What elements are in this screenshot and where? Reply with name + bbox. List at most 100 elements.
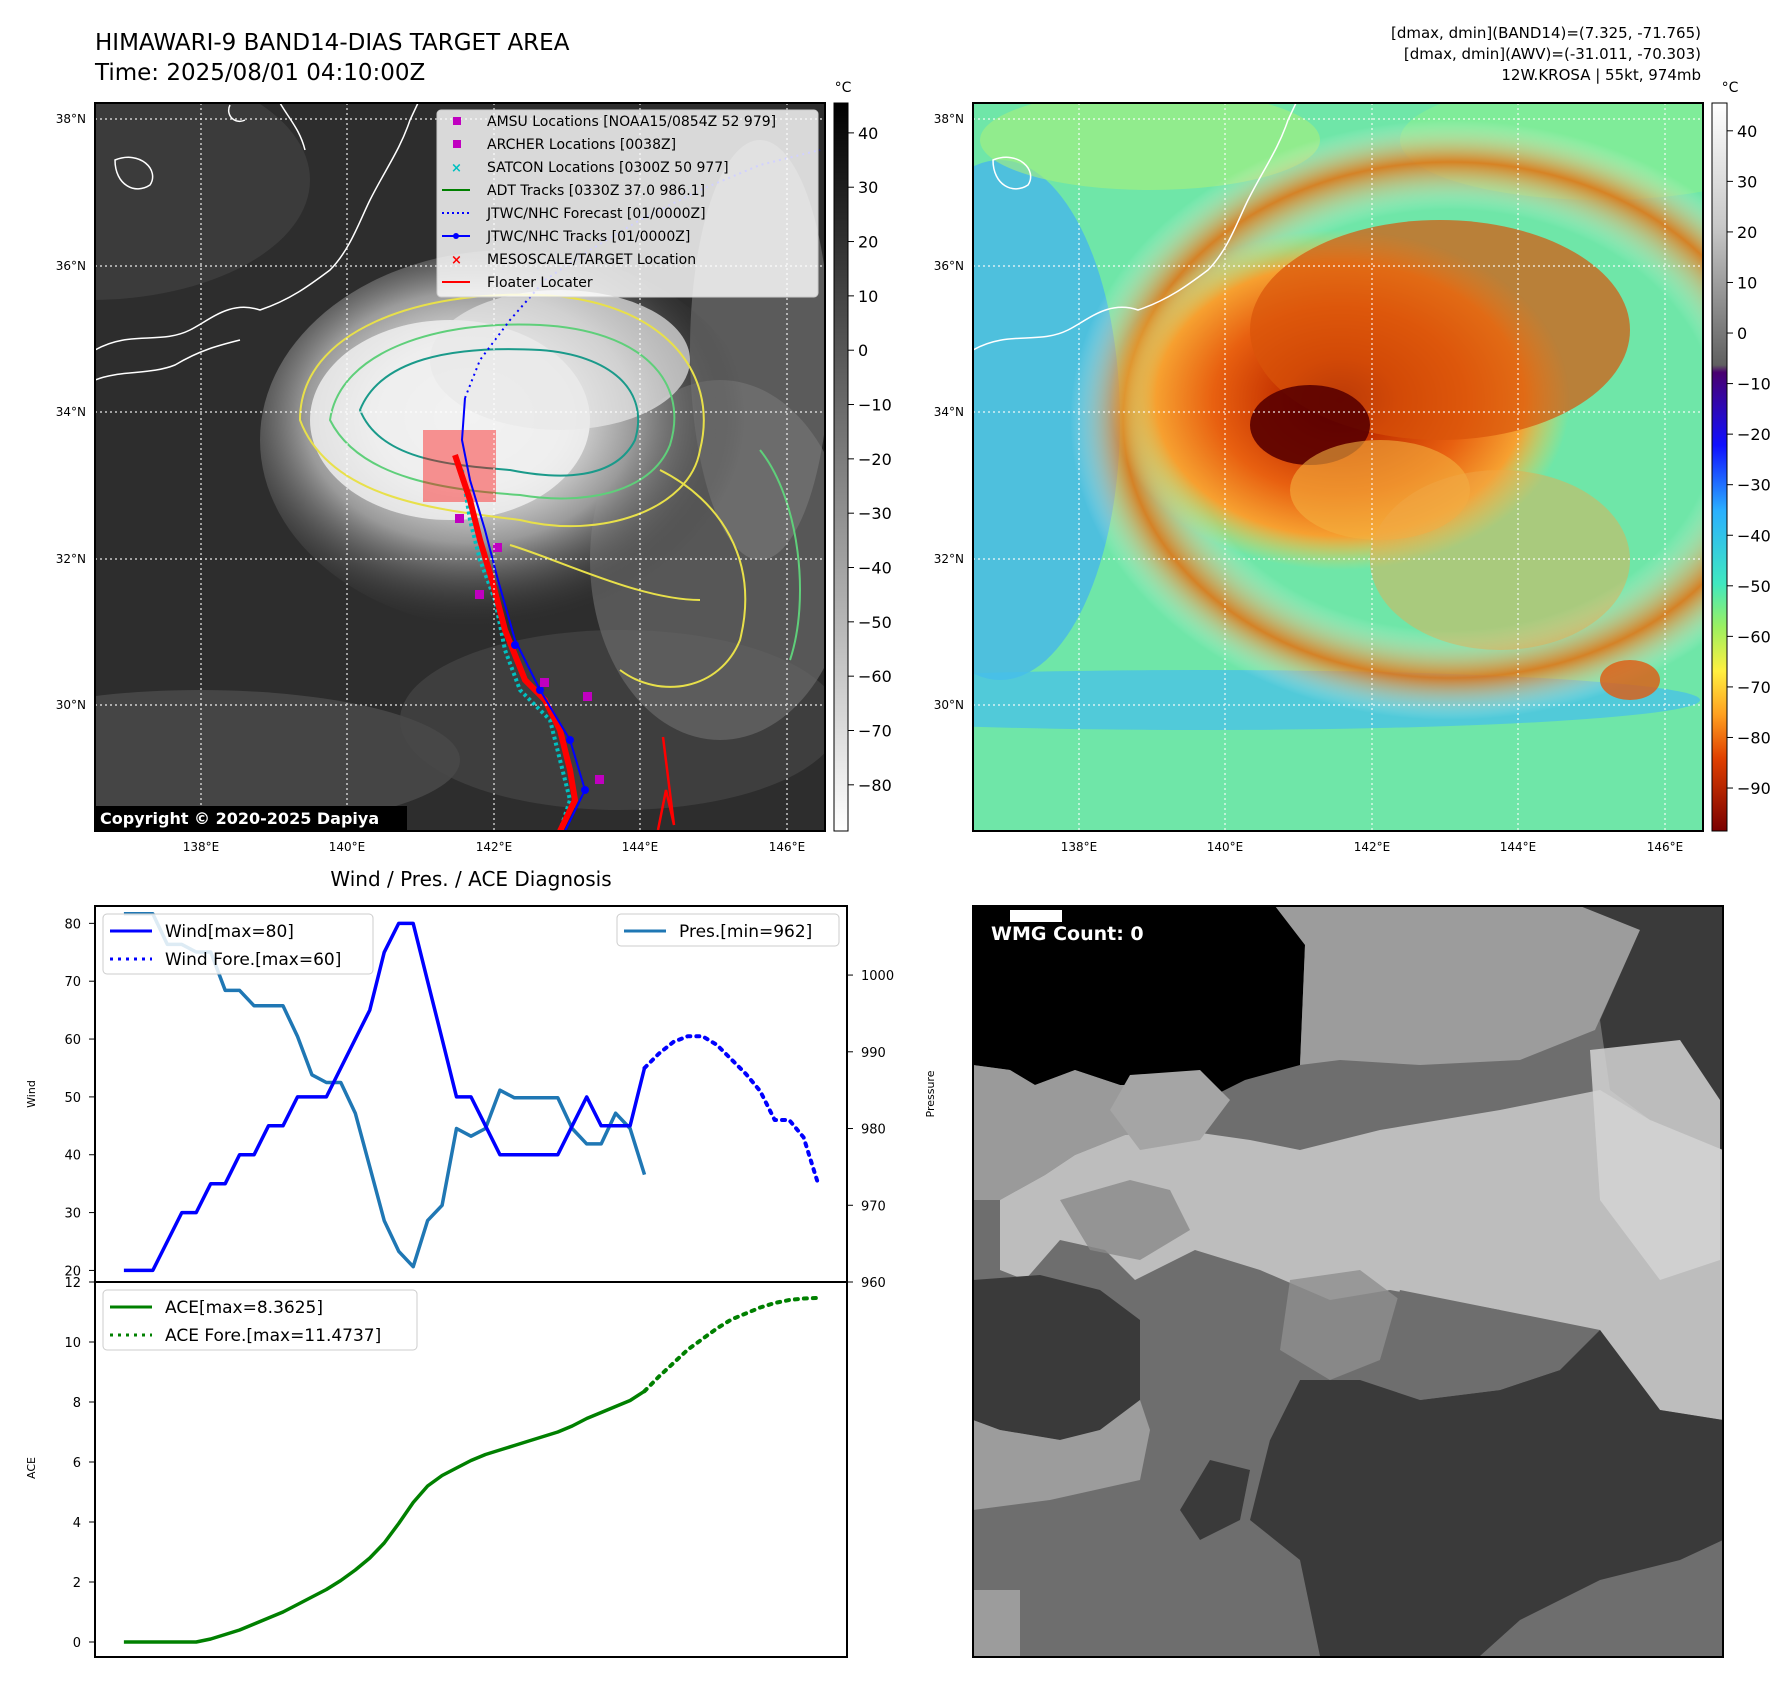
wv-lat-36: 36°N: [934, 259, 964, 273]
wv-colorbar-tick-8: −40: [1737, 526, 1771, 545]
ace-ylabel: ACE: [25, 1457, 38, 1479]
legend-wind: Wind[max=80]: [165, 922, 294, 942]
ace-ytick-3: 6: [73, 1456, 81, 1471]
ir-colorbar-tick-10: −60: [858, 667, 892, 686]
wind-ytick-5: 70: [64, 975, 81, 990]
wind-ytick-3: 50: [64, 1091, 81, 1106]
ir-colorbar-tick-4: 0: [858, 341, 868, 360]
wv-colorbar-tick-13: −90: [1737, 779, 1771, 798]
wv-lon-140: 140°E: [1207, 840, 1244, 854]
pressure-ytick-3: 990: [861, 1046, 886, 1061]
wv-colorbar: °C 40 30 20 10 0 −10 −20 −30 −40 −50 −60 −70 −80 −90: [1711, 80, 1771, 832]
wind-series-0: [123, 921, 647, 1273]
ir-lat-30: 30°N: [56, 698, 86, 712]
diagnosis-title: Wind / Pres. / ACE Diagnosis: [330, 867, 611, 891]
ir-lon-142: 142°E: [476, 840, 513, 854]
pressure-ytick-0: 960: [861, 1276, 886, 1291]
ir-colorbar-tick-11: −70: [858, 721, 892, 740]
wv-lon-146: 146°E: [1647, 840, 1684, 854]
ace-series-0: [123, 1389, 646, 1644]
wv-lon-142: 142°E: [1354, 840, 1391, 854]
ir-legend: × × AMSU Locations [NOAA15/0854Z 52 979]…: [436, 109, 819, 298]
ir-colorbar-tick-0: 40: [858, 124, 878, 143]
legend-floater: Floater Locater: [487, 275, 593, 291]
ir-colorbar-tick-7: −30: [858, 504, 892, 523]
ir-lon-138: 138°E: [183, 840, 220, 854]
svg-text:×: ×: [451, 253, 462, 268]
ir-lon-140: 140°E: [329, 840, 366, 854]
legend-adt: ADT Tracks [0330Z 37.0 986.1]: [487, 183, 705, 199]
wind-ytick-0: 20: [64, 1264, 81, 1279]
ir-colorbar-tick-9: −50: [858, 613, 892, 632]
pressure-ylabel: Pressure: [924, 1070, 937, 1117]
wmg-panel: WMG Count: 0: [972, 905, 1724, 1658]
wv-colorbar-tick-4: 0: [1737, 324, 1747, 343]
ir-colorbar-tick-6: −20: [858, 450, 892, 469]
legend-pres: Pres.[min=962]: [679, 922, 812, 942]
wv-lon-138: 138°E: [1061, 840, 1098, 854]
ace-ytick-0: 0: [73, 1636, 81, 1651]
ir-lat-36: 36°N: [56, 259, 86, 273]
ir-lat-34: 34°N: [56, 405, 86, 419]
ir-colorbar-tick-8: −40: [858, 559, 892, 578]
wv-colorbar-tick-9: −50: [1737, 577, 1771, 596]
ir-colorbar-tick-2: 20: [858, 233, 878, 252]
wv-map: 38°N 36°N 34°N 32°N 30°N 138°E 140°E 142…: [934, 102, 1704, 854]
wind-pressure-panel: Wind Pressure 20 30 40 50 60 70 80 960 970 980 99…: [25, 905, 937, 1291]
ace-panel: ACE 0 2 4 6 8 10 12 ACE[max=8.3625] ACE Fore.[…: [25, 1276, 848, 1658]
ace-ytick-6: 12: [64, 1276, 81, 1291]
ir-colorbar-tick-12: −80: [858, 776, 892, 795]
legend-jtwc-forecast: JTWC/NHC Forecast [01/0000Z]: [486, 206, 706, 222]
wv-colorbar-tick-1: 30: [1737, 172, 1757, 191]
ace-ytick-4: 8: [73, 1396, 81, 1411]
wv-colorbar-tick-2: 20: [1737, 223, 1757, 242]
wv-lat-38: 38°N: [934, 112, 964, 126]
ir-colorbar-tick-1: 30: [858, 178, 878, 197]
wv-colorbar-tick-10: −60: [1737, 627, 1771, 646]
ir-lon-144: 144°E: [622, 840, 659, 854]
ace-series-1: [642, 1295, 821, 1394]
wind-ytick-6: 80: [64, 917, 81, 932]
svg-text:×: ×: [451, 161, 462, 176]
ace-ytick-2: 4: [73, 1516, 81, 1531]
wmg-count: WMG Count: 0: [991, 923, 1144, 945]
wv-colorbar-tick-7: −30: [1737, 476, 1771, 495]
copyright-label: Copyright © 2020-2025 Dapiya: [100, 809, 379, 828]
legend-satcon: SATCON Locations [0300Z 50 977]: [487, 160, 729, 176]
wind-ytick-4: 60: [64, 1033, 81, 1048]
ir-lon-146: 146°E: [769, 840, 806, 854]
ir-colorbar-tick-3: 10: [858, 287, 878, 306]
wind-ylabel: Wind: [25, 1080, 38, 1108]
wind-ytick-2: 40: [64, 1149, 81, 1164]
wv-colorbar-tick-3: 10: [1737, 273, 1757, 292]
wv-lat-34: 34°N: [934, 405, 964, 419]
ir-colorbar-tick-5: −10: [858, 396, 892, 415]
pressure-ytick-4: 1000: [861, 969, 894, 984]
wv-colorbar-tick-5: −10: [1737, 375, 1771, 394]
figure-time: Time: 2025/08/01 04:10:00Z: [94, 60, 425, 86]
wv-colorbar-tick-12: −80: [1737, 728, 1771, 747]
ir-colorbar: °C 40 30 20 10 0 −10 −20 −30 −40 −50 −60 −70 −80: [833, 80, 892, 832]
pressure-ytick-1: 970: [861, 1199, 886, 1214]
legend-ace: ACE[max=8.3625]: [165, 1298, 323, 1318]
wv-colorbar-unit: °C: [1722, 80, 1739, 96]
info-storm: 12W.KROSA | 55kt, 974mb: [1501, 66, 1701, 84]
ir-colorbar-unit: °C: [835, 80, 852, 96]
wind-ytick-1: 30: [64, 1207, 81, 1222]
legend-jtwc-tracks: JTWC/NHC Tracks [01/0000Z]: [486, 229, 690, 245]
ir-lat-32: 32°N: [56, 552, 86, 566]
ace-ytick-1: 2: [73, 1576, 81, 1591]
legend-wind-fore: Wind Fore.[max=60]: [165, 950, 341, 970]
pressure-ytick-2: 980: [861, 1123, 886, 1138]
info-awv: [dmax, dmin](AWV)=(-31.011, -70.303): [1404, 45, 1701, 63]
figure-title: HIMAWARI-9 BAND14-DIAS TARGET AREA: [95, 30, 570, 56]
wv-colorbar-tick-11: −70: [1737, 678, 1771, 697]
ace-ytick-5: 10: [64, 1336, 81, 1351]
legend-mesoscale: MESOSCALE/TARGET Location: [487, 252, 696, 268]
wv-lat-32: 32°N: [934, 552, 964, 566]
wv-lat-30: 30°N: [934, 698, 964, 712]
info-band14: [dmax, dmin](BAND14)=(7.325, -71.765): [1391, 24, 1701, 42]
wind-series-1: [642, 1034, 821, 1186]
legend-archer: ARCHER Locations [0038Z]: [487, 137, 676, 153]
